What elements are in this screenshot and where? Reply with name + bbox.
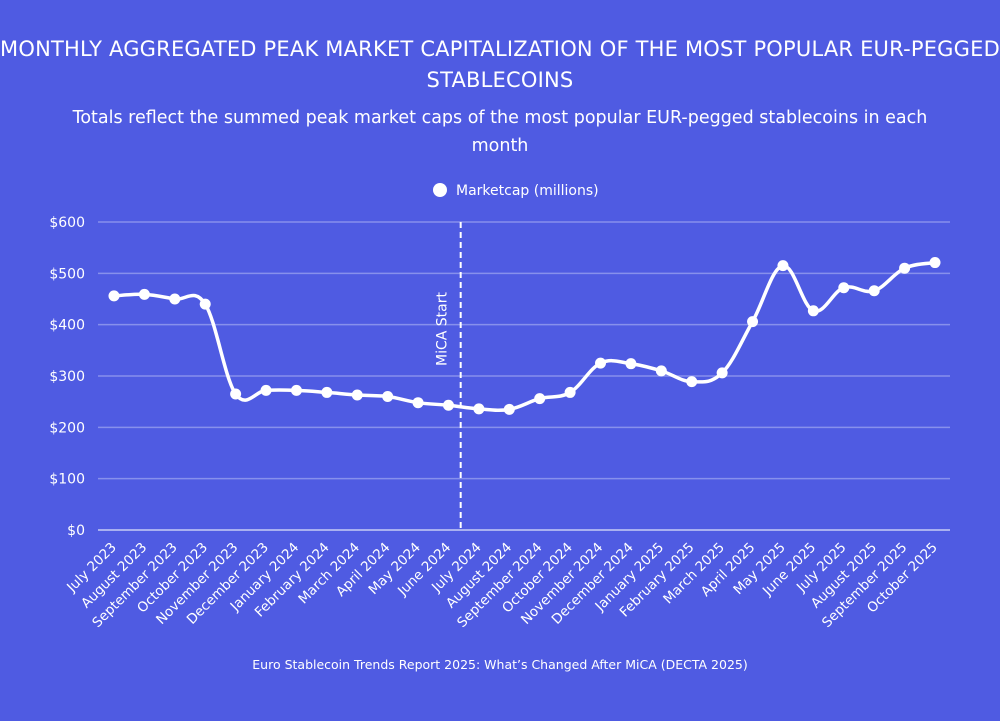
data-point bbox=[716, 367, 728, 379]
data-point bbox=[868, 285, 880, 297]
data-point bbox=[473, 403, 485, 415]
y-tick-label: $500 bbox=[49, 266, 85, 282]
y-tick-label: $100 bbox=[49, 472, 85, 488]
data-point bbox=[534, 393, 546, 405]
legend-marker bbox=[433, 183, 447, 197]
y-tick-label: $300 bbox=[49, 369, 85, 385]
y-tick-label: $400 bbox=[49, 318, 85, 334]
series-line bbox=[113, 260, 936, 412]
data-point bbox=[412, 397, 424, 409]
data-point bbox=[321, 386, 333, 398]
legend-label: Marketcap (millions) bbox=[456, 183, 599, 199]
y-tick-label: $0 bbox=[67, 523, 85, 539]
data-point bbox=[807, 305, 819, 317]
data-point bbox=[686, 376, 698, 388]
data-point bbox=[838, 282, 850, 294]
data-point bbox=[199, 298, 211, 310]
data-point bbox=[625, 358, 637, 370]
data-point bbox=[899, 262, 911, 274]
chart-title: MONTHLY AGGREGATED PEAK MARKET CAPITALIZ… bbox=[0, 37, 1000, 92]
data-point bbox=[260, 384, 272, 396]
data-point bbox=[108, 290, 120, 302]
data-point bbox=[290, 384, 302, 396]
data-point bbox=[138, 288, 150, 300]
data-point bbox=[747, 316, 759, 328]
mica-start-label: MiCA Start bbox=[435, 292, 451, 366]
data-point bbox=[351, 389, 363, 401]
y-tick-label: $600 bbox=[49, 215, 85, 231]
data-point bbox=[929, 257, 941, 269]
data-point bbox=[595, 357, 607, 369]
data-point bbox=[382, 391, 394, 403]
data-point bbox=[169, 293, 181, 305]
y-tick-label: $200 bbox=[49, 420, 85, 436]
chart-source: Euro Stablecoin Trends Report 2025: What… bbox=[252, 657, 748, 672]
legend: Marketcap (millions) bbox=[433, 183, 599, 199]
data-point bbox=[777, 260, 789, 272]
chart-subtitle: Totals reflect the summed peak market ca… bbox=[72, 108, 928, 156]
data-point bbox=[230, 388, 242, 400]
data-point bbox=[503, 403, 515, 415]
data-point bbox=[442, 399, 454, 411]
data-point bbox=[564, 386, 576, 398]
data-point bbox=[655, 365, 667, 377]
